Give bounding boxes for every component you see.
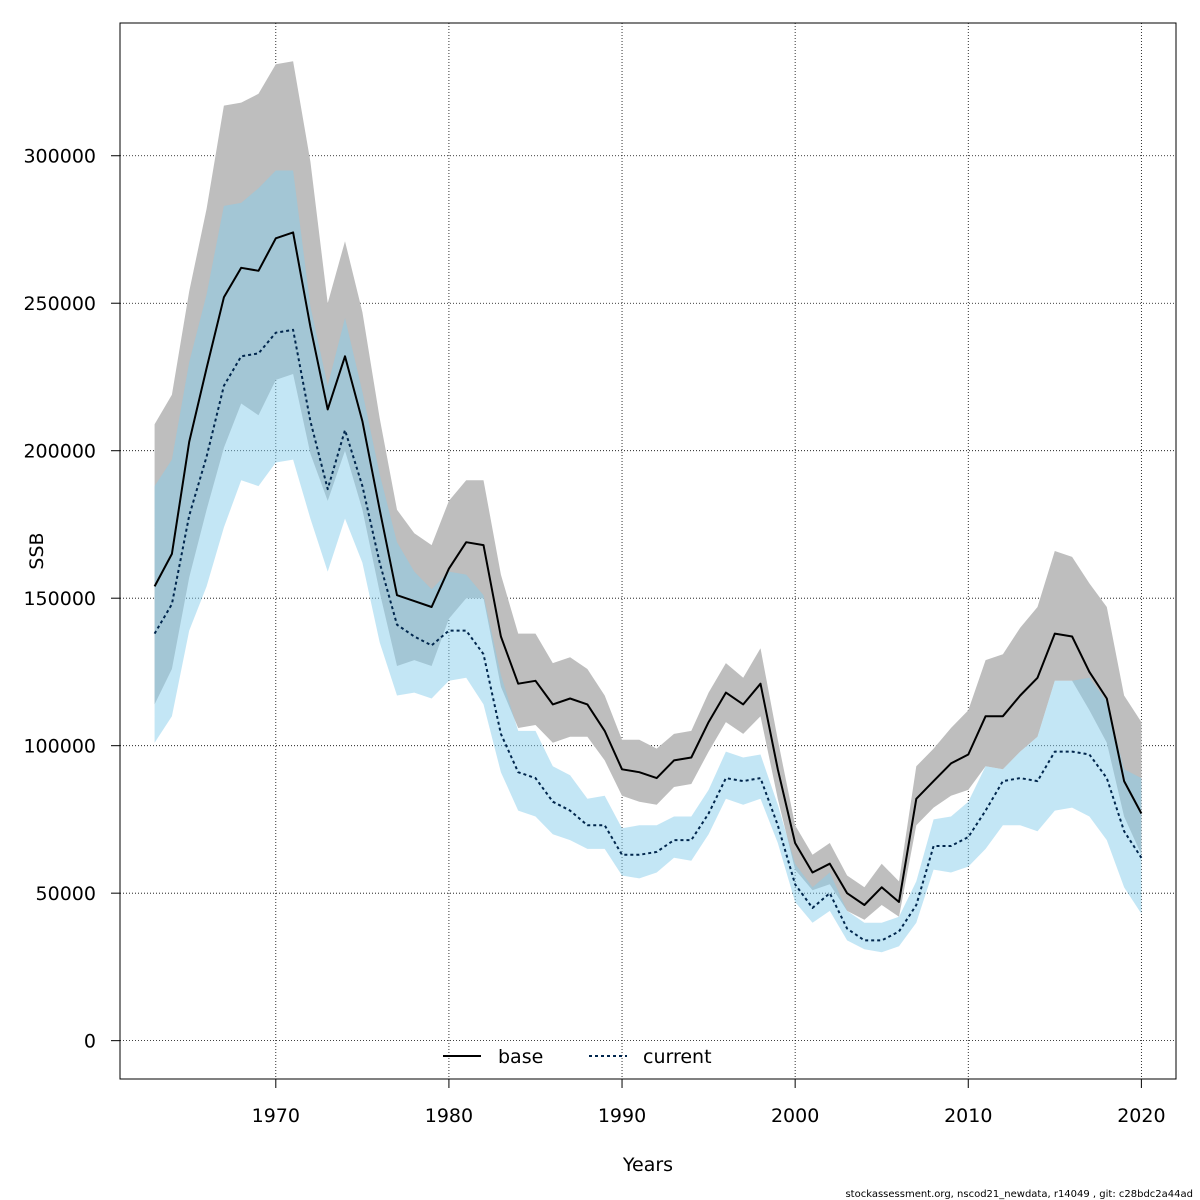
footer-note: stockassessment.org, nscod21_newdata, r1… [845,1189,1193,1200]
x-tick-label: 1990 [598,1105,646,1127]
legend: base current [443,1046,712,1068]
y-tick-label: 200000 [23,441,96,463]
confidence-bands [154,61,1142,953]
series-line-current [153,328,1143,942]
x-tick-label: 2010 [944,1105,992,1127]
x-tick-label: 1980 [425,1105,473,1127]
confidence-band-current [154,170,1142,953]
plot-frame [119,22,1177,1080]
x-axis: 1970 1980 1990 2000 2010 2020 [252,1079,1166,1127]
y-tick-label: 100000 [23,736,96,758]
y-tick-label: 0 [84,1031,96,1053]
y-axis: 0 50000 100000 150000 200000 250000 300000 [23,146,120,1053]
confidence-band-base [154,61,1142,920]
series-lines [153,231,1143,942]
x-tick-label: 2020 [1117,1105,1165,1127]
x-axis-title: Years [622,1154,673,1176]
y-tick-label: 50000 [36,883,96,905]
y-tick-label: 250000 [23,293,96,315]
legend-label-base: base [498,1046,543,1068]
legend-label-current: current [643,1046,712,1068]
y-tick-label: 300000 [23,146,96,168]
series-line-base [153,231,1143,906]
x-tick-label: 2000 [771,1105,819,1127]
y-tick-label: 150000 [23,588,96,610]
x-tick-label: 1970 [252,1105,300,1127]
y-axis-title: SSB [26,532,48,569]
